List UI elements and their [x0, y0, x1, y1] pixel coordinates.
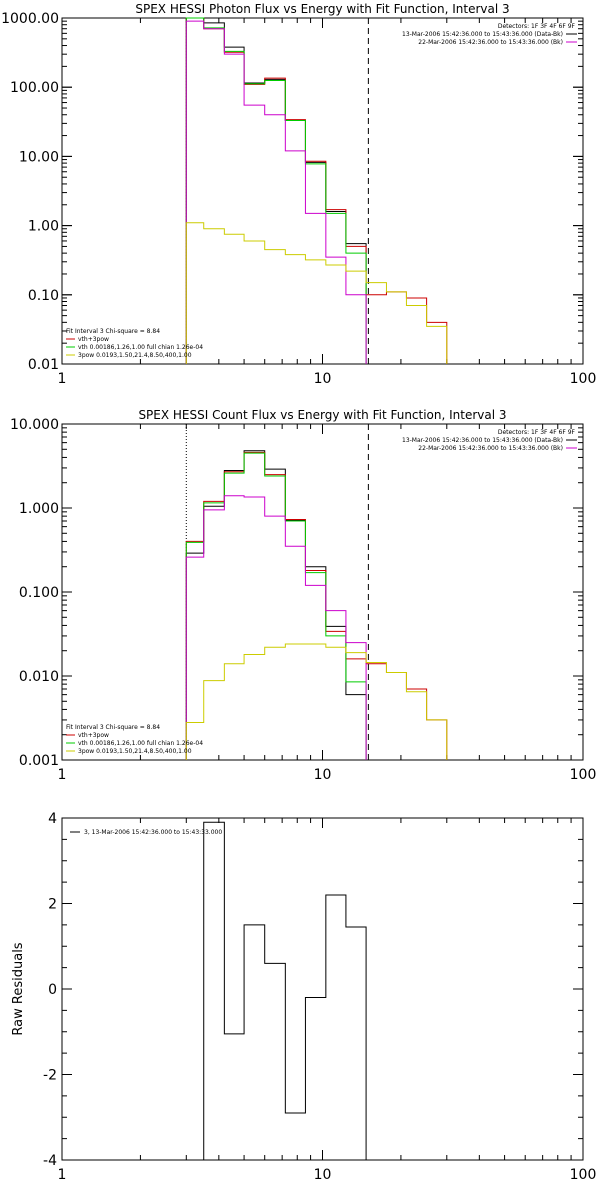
series-1 — [186, 821, 367, 1161]
legend-bottom-left-text: vth+3pow — [78, 336, 109, 343]
x-tick-label: 100 — [570, 1167, 597, 1183]
series-2 — [185, 451, 448, 760]
y-tick-label: 1.000 — [19, 501, 59, 517]
series-3 — [185, 452, 367, 760]
chart-title: SPEX HESSI Photon Flux vs Energy with Fi… — [135, 2, 509, 16]
legend-top-right-text: 22-Mar-2006 15:42:36.000 to 15:43:36.000… — [418, 39, 563, 46]
legend-top-right-text: 13-Mar-2006 15:42:36.000 to 15:43:36.000… — [402, 31, 563, 38]
y-tick-label: 1.00 — [28, 219, 59, 235]
series-3 — [185, 17, 367, 364]
legend-top-left-text: 3, 13-Mar-2006 15:42:36.000 to 15:43:33.… — [84, 829, 222, 836]
series-5 — [185, 222, 448, 364]
y-axis-label: Raw Residuals — [11, 942, 26, 1035]
series-4 — [185, 495, 367, 760]
x-tick-label: 100 — [570, 767, 597, 783]
x-tick-label: 1 — [58, 1167, 67, 1183]
detectors-label: Detectors: 1F 3F 4F 6F 9F — [498, 23, 576, 30]
legend-top-right-text: 22-Mar-2006 15:42:36.000 to 15:43:36.000… — [418, 445, 563, 452]
panel-2: SPEX HESSI Count Flux vs Energy with Fit… — [10, 408, 596, 783]
legend-bottom-left-text: 3pow 0.0193,1.50,21.4,8.50,400,1.00 — [78, 748, 192, 755]
legend-bottom-left-text: vth+3pow — [78, 732, 109, 739]
legend-bottom-left-text: vth 0.00186,1.26,1.00 full chian 1.26e-0… — [78, 740, 203, 747]
series-1 — [185, 17, 367, 364]
y-tick-label: 10.00 — [19, 149, 59, 165]
legend-bottom-left-text: 3pow 0.0193,1.50,21.4,8.50,400,1.00 — [78, 352, 192, 359]
y-tick-label: 4 — [48, 811, 57, 827]
y-tick-label: -2 — [43, 1068, 57, 1084]
fit-info-label: Fit Interval 3 Chi-square = 8.84 — [66, 724, 160, 731]
y-tick-label: 10.000 — [10, 417, 59, 433]
y-tick-label: 2 — [48, 897, 57, 913]
x-tick-label: 100 — [570, 371, 597, 387]
x-tick-label: 1 — [58, 767, 67, 783]
x-tick-label: 10 — [314, 1167, 332, 1183]
plot-frame — [61, 17, 584, 365]
legend-top-right-text: 13-Mar-2006 15:42:36.000 to 15:43:36.000… — [402, 437, 563, 444]
y-tick-label: 100.00 — [10, 80, 59, 96]
y-tick-label: 0.001 — [19, 753, 59, 769]
chart-title: SPEX HESSI Count Flux vs Energy with Fit… — [138, 408, 506, 422]
series-4 — [185, 20, 367, 364]
legend-bottom-left-text: vth 0.00186,1.26,1.00 full chian 1.26e-0… — [78, 344, 203, 351]
panel-1: SPEX HESSI Photon Flux vs Energy with Fi… — [1, 2, 596, 387]
plot-frame — [61, 817, 584, 1161]
series-5 — [185, 643, 448, 760]
y-tick-label: 0.100 — [19, 585, 59, 601]
y-tick-label: 0.01 — [28, 357, 59, 373]
series-1 — [185, 450, 367, 760]
y-tick-label: -4 — [43, 1153, 57, 1169]
detectors-label: Detectors: 1F 3F 4F 6F 9F — [498, 429, 576, 436]
y-tick-label: 0.10 — [28, 288, 59, 304]
plot-frame — [61, 423, 584, 761]
y-tick-label: 0 — [48, 982, 57, 998]
fit-info-label: Fit Interval 3 Chi-square = 8.84 — [66, 328, 160, 335]
x-tick-label: 1 — [58, 371, 67, 387]
x-tick-label: 10 — [314, 767, 332, 783]
x-tick-label: 10 — [314, 371, 332, 387]
y-tick-label: 0.010 — [19, 669, 59, 685]
y-tick-label: 1000.00 — [1, 11, 59, 27]
series-2 — [185, 17, 448, 364]
panel-3: 1 10 100 -4 -2 0 2 4 Raw Residuals 3, 13-Mar-2006… — [11, 811, 596, 1183]
